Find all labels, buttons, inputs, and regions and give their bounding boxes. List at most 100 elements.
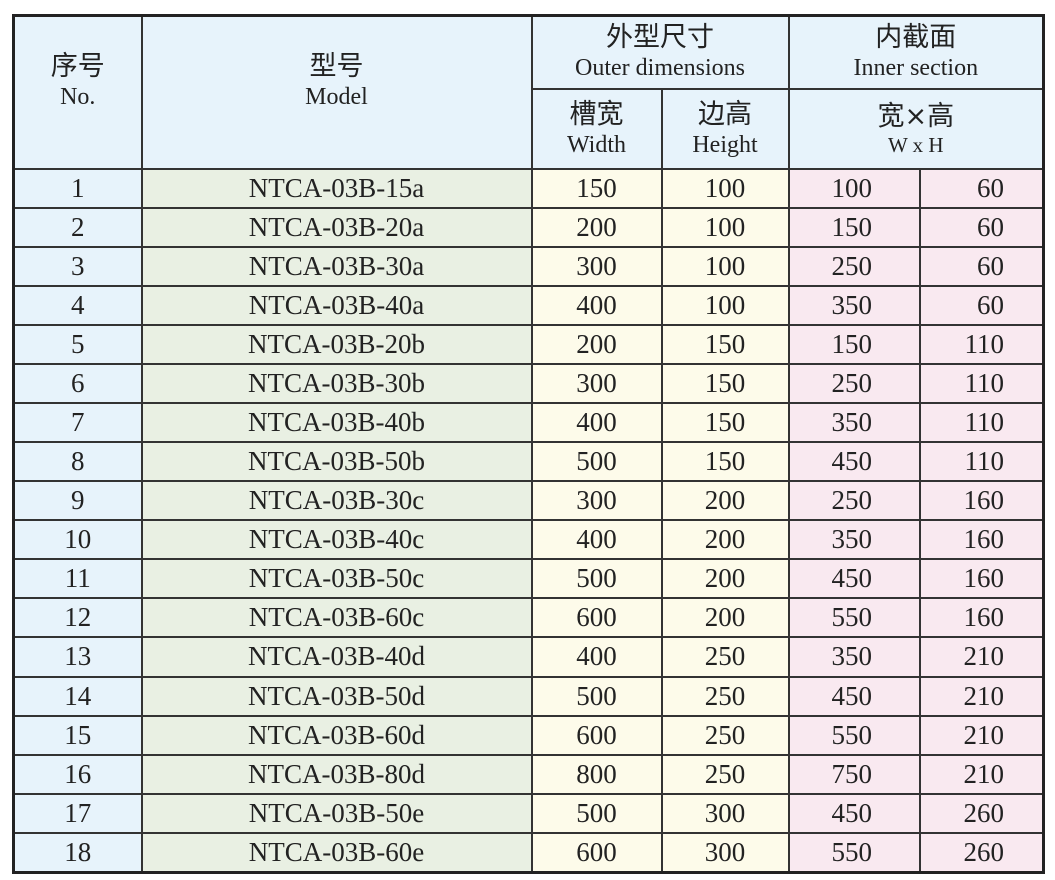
cell-height: 100 — [660, 206, 790, 248]
cell-inner-h: 110 — [918, 323, 1045, 365]
spec-table: 序号 No. 型号 Model 外型尺寸 Outer dimensions 内截… — [12, 14, 1046, 874]
cell-height: 250 — [660, 636, 790, 678]
header-height-en: Height — [692, 131, 758, 158]
cell-height: 150 — [660, 362, 790, 404]
cell-height: 100 — [660, 245, 790, 287]
cell-model: NTCA-03B-30c — [140, 480, 533, 522]
cell-height: 250 — [660, 753, 790, 795]
cell-inner-w: 250 — [787, 245, 921, 287]
cell-inner-h: 260 — [918, 831, 1045, 874]
table-row: 8 NTCA-03B-50b 500 150 450 110 — [12, 441, 1045, 483]
cell-width: 500 — [530, 792, 663, 834]
cell-inner-h: 60 — [918, 284, 1045, 326]
table-row: 11 NTCA-03B-50c 500 200 450 160 — [12, 558, 1045, 600]
cell-inner-w: 550 — [787, 597, 921, 639]
cell-inner-w: 450 — [787, 675, 921, 717]
header-height-cn: 边高 — [698, 98, 752, 130]
cell-model: NTCA-03B-20a — [140, 206, 533, 248]
cell-width: 300 — [530, 362, 663, 404]
cell-no: 2 — [12, 206, 143, 248]
cell-model: NTCA-03B-80d — [140, 753, 533, 795]
cell-no: 18 — [12, 831, 143, 874]
cell-inner-h: 160 — [918, 480, 1045, 522]
header-no-cn: 序号 — [50, 51, 105, 83]
cell-inner-h: 210 — [918, 675, 1045, 717]
cell-no: 15 — [12, 714, 143, 756]
cell-no: 17 — [12, 792, 143, 834]
cell-height: 100 — [660, 167, 790, 209]
table-row: 6 NTCA-03B-30b 300 150 250 110 — [12, 362, 1045, 404]
table-row: 16 NTCA-03B-80d 800 250 750 210 — [12, 753, 1045, 795]
cell-height: 300 — [660, 792, 790, 834]
cell-no: 11 — [12, 558, 143, 600]
cell-width: 800 — [530, 753, 663, 795]
cell-inner-w: 250 — [787, 362, 921, 404]
cell-inner-h: 160 — [918, 597, 1045, 639]
table-row: 12 NTCA-03B-60c 600 200 550 160 — [12, 597, 1045, 639]
cell-height: 250 — [660, 675, 790, 717]
cell-model: NTCA-03B-60e — [140, 831, 533, 874]
table-row: 18 NTCA-03B-60e 600 300 550 260 — [12, 831, 1045, 874]
table-row: 4 NTCA-03B-40a 400 100 350 60 — [12, 284, 1045, 326]
cell-model: NTCA-03B-60c — [140, 597, 533, 639]
cell-inner-h: 160 — [918, 558, 1045, 600]
cell-model: NTCA-03B-50e — [140, 792, 533, 834]
cell-no: 8 — [12, 441, 143, 483]
cell-height: 150 — [660, 441, 790, 483]
header-inner-en: Inner section — [853, 55, 979, 82]
header-model-cn: 型号 — [309, 51, 364, 83]
cell-model: NTCA-03B-60d — [140, 714, 533, 756]
table-row: 7 NTCA-03B-40b 400 150 350 110 — [12, 401, 1045, 444]
cell-width: 400 — [530, 519, 663, 561]
cell-inner-h: 160 — [918, 519, 1045, 561]
cell-inner-h: 110 — [918, 441, 1045, 483]
header-no: 序号 No. — [12, 14, 143, 170]
cell-height: 300 — [660, 831, 790, 874]
cell-inner-w: 350 — [787, 401, 921, 444]
header-wh-cn: 宽×高 — [877, 100, 955, 132]
cell-model: NTCA-03B-40a — [140, 284, 533, 326]
header-inner-cn: 内截面 — [875, 22, 957, 54]
header-no-en: No. — [60, 84, 96, 111]
table-row: 10 NTCA-03B-40c 400 200 350 160 — [12, 519, 1045, 561]
cell-inner-h: 260 — [918, 792, 1045, 834]
cell-width: 400 — [530, 284, 663, 326]
cell-no: 3 — [12, 245, 143, 287]
cell-no: 13 — [12, 636, 143, 678]
cell-width: 400 — [530, 636, 663, 678]
header-width-en: Width — [566, 131, 627, 158]
header-model-en: Model — [305, 84, 368, 111]
table-row: 2 NTCA-03B-20a 200 100 150 60 — [12, 206, 1045, 248]
cell-height: 200 — [660, 597, 790, 639]
cell-width: 300 — [530, 245, 663, 287]
cell-inner-w: 450 — [787, 792, 921, 834]
cell-no: 9 — [12, 480, 143, 522]
cell-width: 600 — [530, 714, 663, 756]
cell-no: 12 — [12, 597, 143, 639]
table-row: 13 NTCA-03B-40d 400 250 350 210 — [12, 636, 1045, 678]
cell-width: 400 — [530, 401, 663, 444]
cell-no: 14 — [12, 675, 143, 717]
header-model: 型号 Model — [140, 14, 533, 170]
cell-width: 200 — [530, 206, 663, 248]
cell-no: 4 — [12, 284, 143, 326]
cell-inner-h: 210 — [918, 753, 1045, 795]
cell-inner-w: 150 — [787, 323, 921, 365]
cell-inner-h: 60 — [918, 206, 1045, 248]
header-outer-en: Outer dimensions — [575, 55, 745, 82]
cell-inner-h: 210 — [918, 636, 1045, 678]
cell-no: 5 — [12, 323, 143, 365]
cell-inner-w: 450 — [787, 441, 921, 483]
cell-height: 150 — [660, 401, 790, 444]
cell-no: 7 — [12, 401, 143, 444]
header-width-cn: 槽宽 — [569, 98, 624, 130]
cell-inner-h: 110 — [918, 401, 1045, 444]
cell-model: NTCA-03B-20b — [140, 323, 533, 365]
table-row: 3 NTCA-03B-30a 300 100 250 60 — [12, 245, 1045, 287]
header-wh-en: W x H — [887, 132, 944, 157]
header-outer-cn: 外型尺寸 — [606, 22, 714, 54]
cell-model: NTCA-03B-50c — [140, 558, 533, 600]
cell-width: 200 — [530, 323, 663, 365]
cell-no: 10 — [12, 519, 143, 561]
cell-height: 200 — [660, 558, 790, 600]
